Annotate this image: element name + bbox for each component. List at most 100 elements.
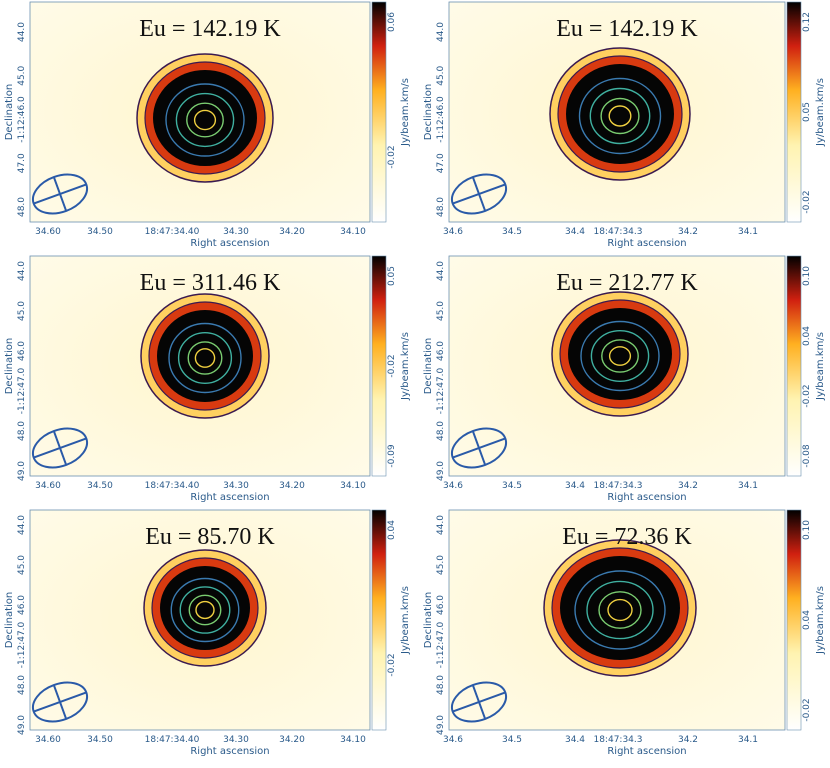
colorbar	[786, 509, 802, 731]
x-axis-label: Right ascension	[190, 238, 269, 249]
contour	[187, 341, 223, 375]
colorbar-tick-label: -0.02	[387, 653, 397, 676]
contour	[194, 348, 216, 368]
y-tick-label: 48.0	[17, 675, 27, 695]
x-tick-label: 34.60	[35, 227, 61, 237]
y-tick-label: -1:12:47.0	[436, 621, 446, 668]
contour	[590, 329, 650, 382]
y-axis-label: Declination	[4, 338, 15, 395]
contour	[170, 577, 240, 643]
x-tick-label: 34.20	[279, 735, 305, 745]
y-tick-label: 44.0	[17, 261, 27, 281]
contour	[586, 580, 654, 640]
x-tick-label: 34.1	[738, 481, 758, 491]
emission-core	[560, 556, 680, 660]
panel-title: Eu = 142.19 K	[139, 16, 281, 42]
beam-axis	[471, 684, 487, 720]
y-tick-label: -1:12:47.0	[17, 621, 27, 668]
x-tick-label: 34.30	[223, 735, 249, 745]
y-tick-label: 47.0	[17, 153, 27, 173]
beam-ellipse	[31, 173, 89, 215]
colorbar-tick-label: -0.02	[802, 384, 812, 407]
panel-title: Eu = 311.46 K	[140, 270, 281, 296]
panel-title: Eu = 85.70 K	[145, 524, 275, 550]
contour	[195, 600, 215, 620]
y-tick-label: 48.0	[436, 421, 446, 441]
x-tick-label: 34.4	[565, 227, 585, 237]
colorbar-tick-label: 0.05	[387, 266, 397, 286]
x-tick-label: 34.6	[443, 481, 463, 491]
contour	[601, 339, 639, 373]
contour	[186, 102, 224, 138]
y-tick-label: 48.0	[17, 197, 27, 217]
x-tick-label: 34.4	[565, 735, 585, 745]
colorbar-tick-label: -0.02	[802, 698, 812, 721]
panel-title: Eu = 142.19 K	[556, 16, 698, 42]
contour	[188, 594, 222, 626]
beam-ellipse	[450, 173, 508, 215]
y-tick-label: 44.0	[17, 515, 27, 535]
y-tick-label: 45.0	[436, 301, 446, 321]
x-tick-label: 34.60	[35, 481, 61, 491]
beam-axis	[52, 176, 68, 212]
y-tick-label: -1:12:46.0	[17, 96, 27, 143]
x-tick-label: 34.50	[87, 481, 113, 491]
y-tick-label: 48.0	[17, 421, 27, 441]
y-tick-label: 45.0	[17, 555, 27, 575]
y-axis-label: Declination	[423, 592, 434, 649]
beam-axis	[471, 176, 487, 212]
x-tick-label: 34.6	[443, 735, 463, 745]
contour	[580, 320, 660, 392]
panel: Eu = 72.36 K 34.6 34.5 34.4 18:47:34.3 34.2 34…	[423, 509, 826, 757]
x-tick-label: 18:47:34.3	[593, 481, 642, 491]
x-tick-label: 34.5	[502, 481, 522, 491]
contour	[165, 83, 245, 157]
x-tick-label: 34.5	[502, 227, 522, 237]
colorbar	[786, 1, 802, 223]
colorbar-tick-label: 0.05	[802, 102, 812, 122]
y-axis-label: Declination	[4, 84, 15, 141]
x-tick-label: 18:47:34.3	[593, 735, 642, 745]
emission-core	[566, 64, 674, 164]
colorbar	[371, 1, 387, 223]
colorbar-tick-label: -0.02	[387, 354, 397, 377]
colorbar-label: Jy/beam.km/s	[815, 332, 826, 401]
contour	[175, 92, 235, 148]
beam	[450, 681, 508, 723]
y-tick-label: 48.0	[436, 675, 446, 695]
contour	[600, 97, 640, 135]
colorbar-tick-label: 0.04	[387, 520, 397, 540]
y-tick-label: 49.0	[17, 461, 27, 481]
y-tick-label: 45.0	[17, 65, 27, 85]
contour	[607, 598, 633, 622]
colorbar-tick-label: 0.10	[802, 266, 812, 286]
x-tick-label: 18:47:34.3	[593, 227, 642, 237]
y-tick-label: -1:12:46.0	[436, 96, 446, 143]
colorbar-label: Jy/beam.km/s	[400, 332, 411, 401]
x-tick-label: 34.60	[35, 735, 61, 745]
colorbar	[371, 509, 387, 731]
y-tick-label: 44.0	[436, 22, 446, 42]
contour	[598, 591, 642, 629]
colorbar-label: Jy/beam.km/s	[815, 586, 826, 655]
y-tick-label: 45.0	[436, 65, 446, 85]
panel: Eu = 311.46 K 34.60 34.50 18:47:34.40 34.30 3…	[4, 255, 411, 503]
y-axis-label: Declination	[4, 592, 15, 649]
panel-title: Eu = 212.77 K	[556, 270, 698, 296]
beam	[450, 173, 508, 215]
x-tick-label: 18:47:34.40	[145, 227, 200, 237]
colorbar-tick-label: -0.02	[387, 145, 397, 168]
panel-title: Eu = 72.36 K	[562, 524, 692, 550]
contour	[168, 322, 242, 394]
colorbar-tick-label: 0.10	[802, 520, 812, 540]
y-tick-label: 47.0	[436, 153, 446, 173]
x-axis-label: Right ascension	[190, 746, 269, 757]
colorbar-tick-label: 0.12	[802, 12, 812, 32]
y-axis-label: Declination	[423, 338, 434, 395]
y-axis-label: Declination	[423, 84, 434, 141]
y-tick-label: 49.0	[17, 715, 27, 735]
x-tick-label: 34.30	[223, 481, 249, 491]
y-tick-label: 45.0	[17, 301, 27, 321]
y-tick-label: -1:12:47.0	[436, 367, 446, 414]
